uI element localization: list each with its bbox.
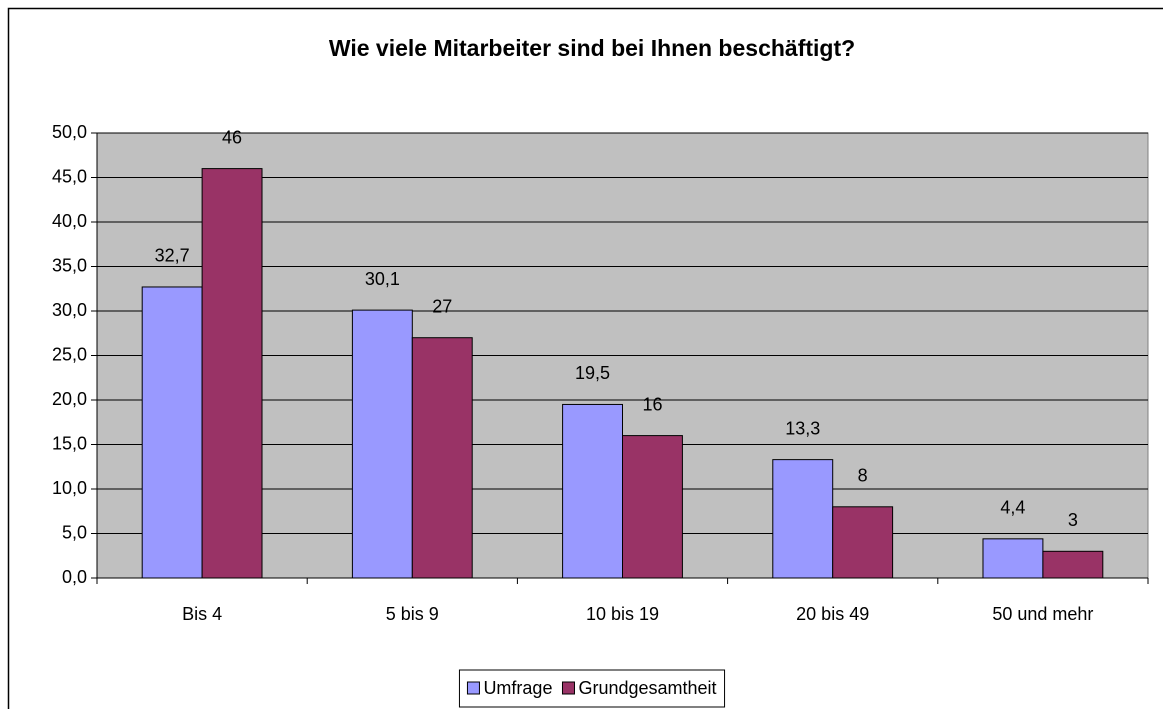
y-tick-label: 50,0: [52, 122, 87, 142]
x-tick-label: 20 bis 49: [796, 604, 869, 624]
bar: [411, 337, 473, 579]
x-tick-label: Bis 4: [182, 604, 222, 624]
data-label: 16: [642, 394, 662, 414]
bar: [351, 309, 413, 579]
data-label: 3: [1068, 510, 1078, 530]
data-label: 27: [432, 296, 452, 316]
bar: [832, 506, 894, 579]
bar: [622, 435, 683, 579]
legend-box: [458, 669, 726, 708]
legend: Umfrage Grundgesamtheit: [458, 669, 726, 708]
y-tick-label: 25,0: [52, 344, 87, 364]
y-tick-label: 5,0: [62, 522, 87, 542]
data-label: 13,3: [785, 418, 820, 438]
data-label: 46: [222, 127, 242, 147]
data-label: 4,4: [1000, 498, 1025, 518]
data-label: 32,7: [155, 246, 190, 266]
legend-label: Umfrage: [483, 678, 552, 698]
legend-swatch: [466, 681, 480, 695]
y-tick-label: 30,0: [52, 300, 87, 320]
data-label: 19,5: [575, 363, 610, 383]
bar: [141, 286, 203, 579]
legend-label: Grundgesamtheit: [578, 678, 716, 698]
chart-title: Wie viele Mitarbeiter sind bei Ihnen bes…: [329, 35, 855, 61]
y-tick-label: 15,0: [52, 433, 87, 453]
legend-swatch: [561, 681, 575, 695]
y-tick-label: 45,0: [52, 166, 87, 186]
bar: [772, 459, 834, 579]
y-tick-label: 35,0: [52, 255, 87, 275]
bar: [982, 538, 1044, 579]
y-tick-label: 20,0: [52, 389, 87, 409]
x-tick-label: 50 und mehr: [992, 604, 1093, 624]
data-label: 30,1: [365, 269, 400, 289]
x-tick-label: 5 bis 9: [386, 604, 439, 624]
bar: [562, 403, 624, 579]
y-tick-label: 0,0: [62, 567, 87, 587]
bar: [201, 168, 263, 579]
x-tick-label: 10 bis 19: [586, 604, 659, 624]
data-label: 8: [858, 466, 868, 486]
y-tick-label: 10,0: [52, 478, 87, 498]
y-tick-label: 40,0: [52, 211, 87, 231]
bar: [1042, 550, 1104, 579]
